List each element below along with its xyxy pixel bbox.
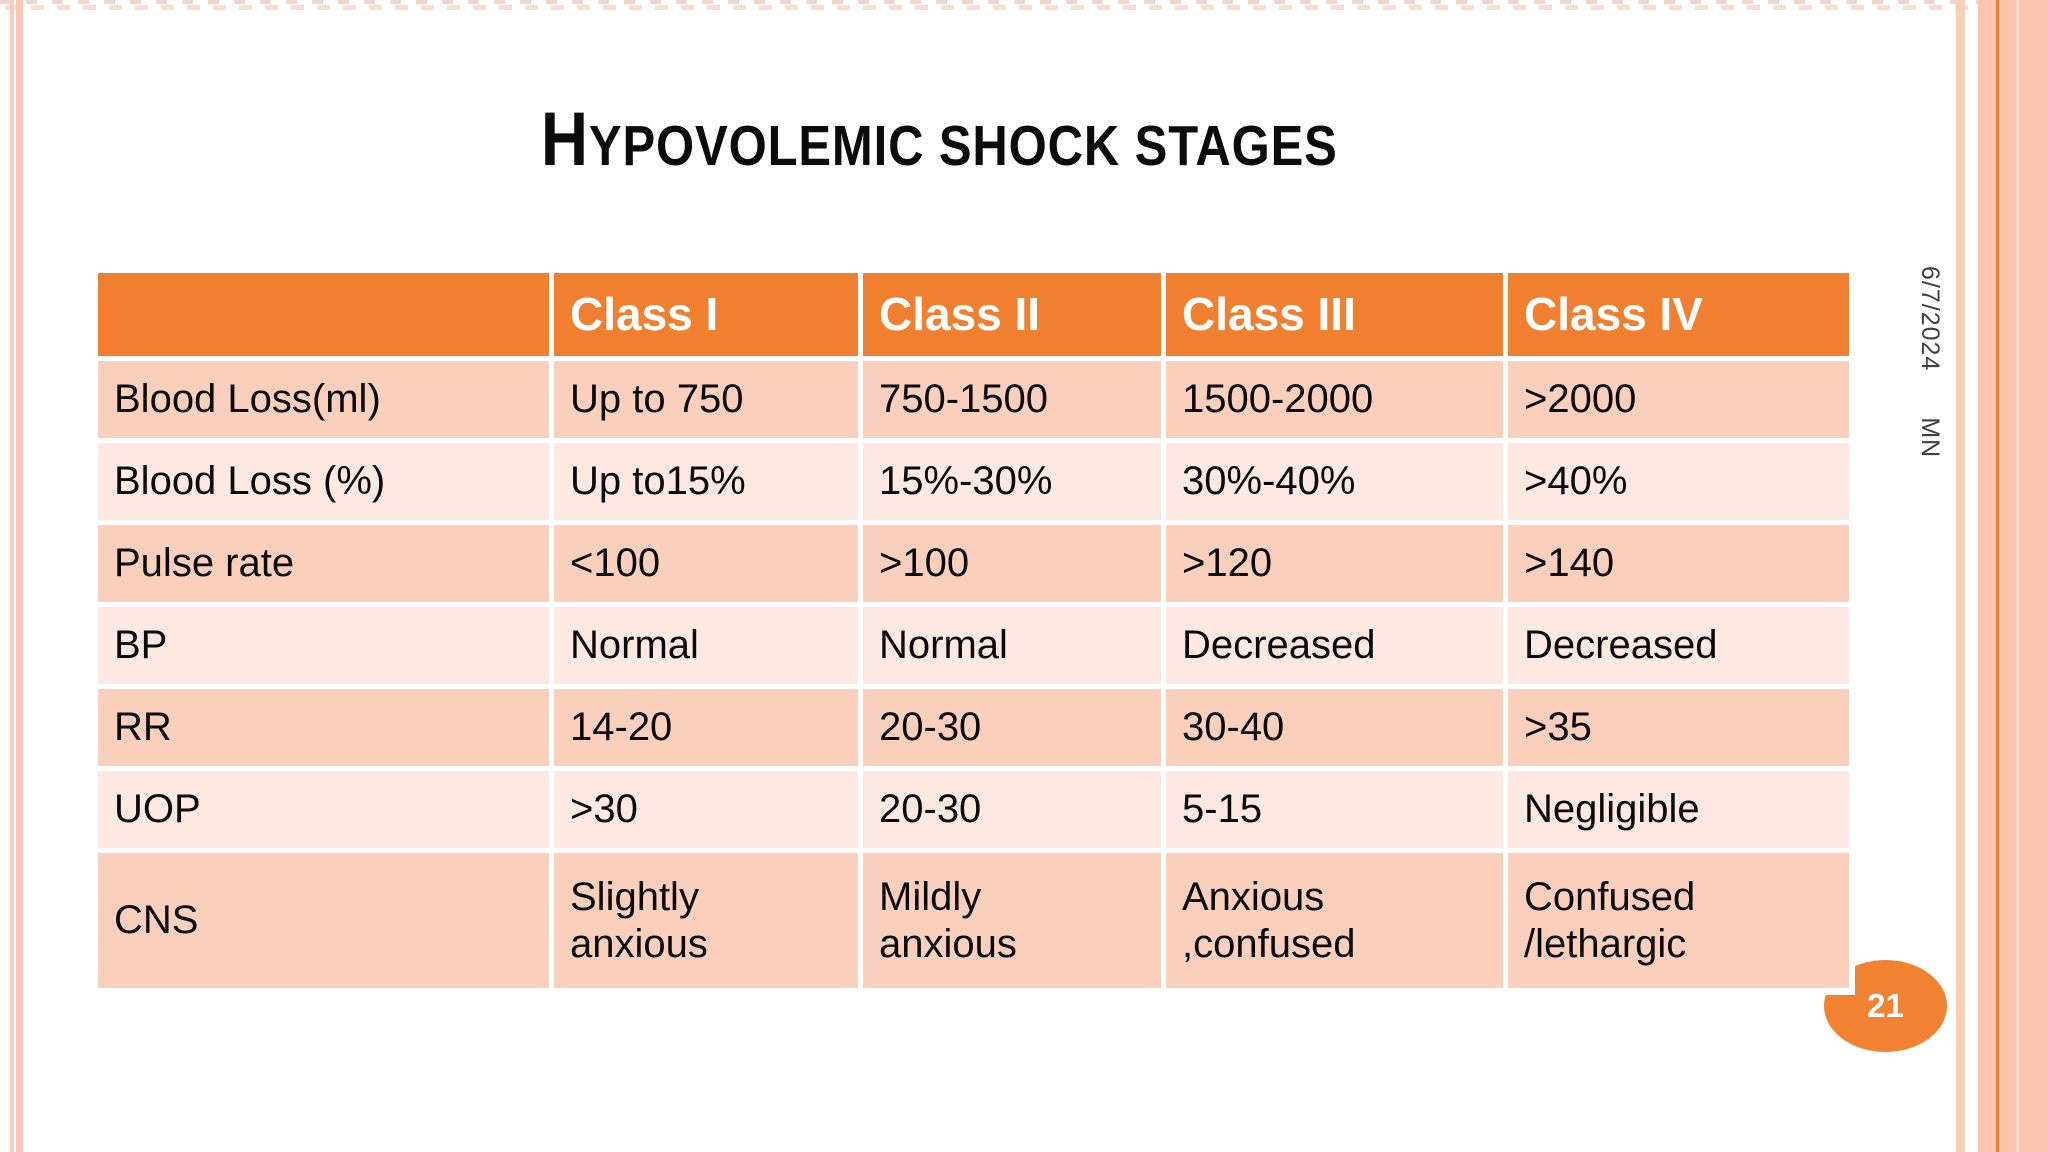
table-cell: >30 — [554, 771, 858, 848]
slide-side-meta: 6/7/2024 MN — [1915, 266, 1944, 458]
row-label: Pulse rate — [98, 525, 549, 602]
table-cell: Decreased — [1508, 607, 1849, 684]
right-border-accent-line — [1996, 0, 1999, 1152]
row-label: Blood Loss(ml) — [98, 361, 549, 438]
table-cell: Confused /lethargic — [1508, 853, 1849, 988]
table-cell: 30%-40% — [1166, 443, 1503, 520]
page-number: 21 — [1867, 987, 1904, 1024]
row-label: Blood Loss (%) — [98, 443, 549, 520]
row-label: CNS — [98, 853, 549, 988]
left-border-stripe-outer — [10, 0, 14, 1152]
table-cell: >140 — [1508, 525, 1849, 602]
table-cell: 750-1500 — [863, 361, 1161, 438]
header-cell-empty — [98, 273, 549, 356]
table-cell: Up to 750 — [554, 361, 858, 438]
title-lead-cap: H — [540, 97, 589, 182]
table-cell: 15%-30% — [863, 443, 1161, 520]
title-rest: YPOVOLEMIC SHOCK STAGES — [588, 114, 1338, 178]
left-border-stripe-inner — [16, 0, 23, 1152]
right-border-soft-line — [2016, 0, 2019, 1152]
table-cell: 5-15 — [1166, 771, 1503, 848]
slide-title-area: HYPOVOLEMIC SHOCK STAGES — [98, 102, 1780, 179]
top-dashed-border — [0, 0, 2048, 10]
header-cell-class1: Class I — [554, 273, 858, 356]
header-cell-class3: Class III — [1166, 273, 1503, 356]
table-cell: >40% — [1508, 443, 1849, 520]
table-cell: <100 — [554, 525, 858, 602]
header-cell-class2: Class II — [863, 273, 1161, 356]
table-cell: Anxious ,confused — [1166, 853, 1503, 988]
table-cell: Negligible — [1508, 771, 1849, 848]
table-cell: 14-20 — [554, 689, 858, 766]
row-label: UOP — [98, 771, 549, 848]
table-cell: >2000 — [1508, 361, 1849, 438]
row-label: BP — [98, 607, 549, 684]
right-border-stripe-band — [1978, 0, 2048, 1152]
table-cell: Normal — [863, 607, 1161, 684]
right-border-stripe-thin — [1956, 0, 1965, 1152]
header-cell-class4: Class IV — [1508, 273, 1849, 356]
table-cell: Normal — [554, 607, 858, 684]
table-cell: 20-30 — [863, 771, 1161, 848]
table-cell: Up to15% — [554, 443, 858, 520]
row-label: RR — [98, 689, 549, 766]
table-cell: >120 — [1166, 525, 1503, 602]
table-cell: 1500-2000 — [1166, 361, 1503, 438]
table-cell: >100 — [863, 525, 1161, 602]
table-cell: 30-40 — [1166, 689, 1503, 766]
table-cell: >35 — [1508, 689, 1849, 766]
table-cell: 20-30 — [863, 689, 1161, 766]
shock-stages-table: Class I Class II Class III Class IV Bloo… — [98, 273, 1855, 995]
table-cell: Mildly anxious — [863, 853, 1161, 988]
slide-date: 6/7/2024 — [1916, 266, 1944, 372]
table-cell: Slightly anxious — [554, 853, 858, 988]
page-title: HYPOVOLEMIC SHOCK STAGES — [541, 102, 1338, 179]
table-cell: Decreased — [1166, 607, 1503, 684]
author-initials: MN — [1916, 417, 1944, 459]
